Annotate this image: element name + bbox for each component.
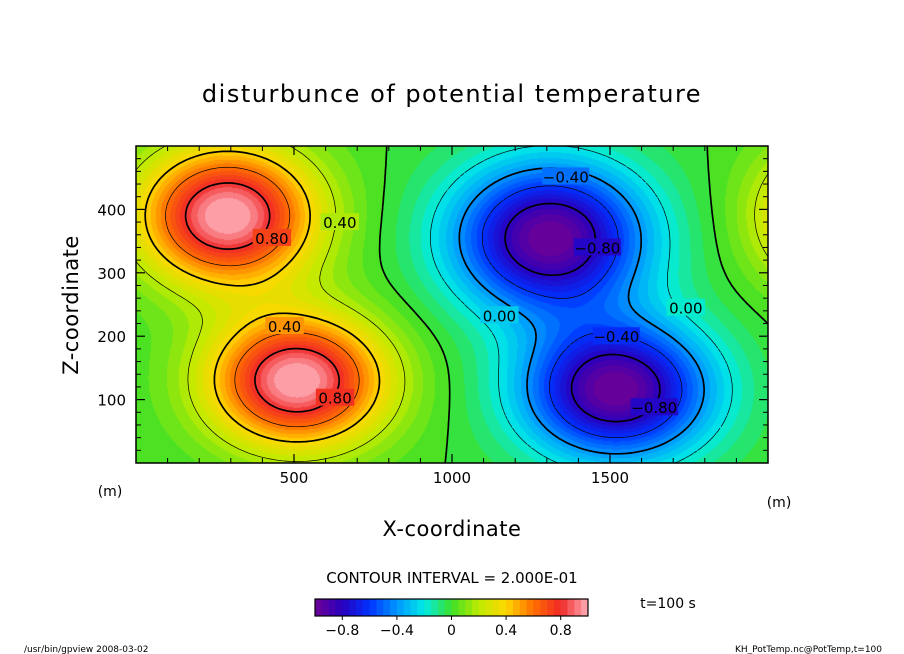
x-axis-label: X-coordinate xyxy=(383,517,522,541)
y-unit-label: (m) xyxy=(767,495,792,511)
colorbar-cell xyxy=(444,599,452,616)
contour-level-neg0.8 xyxy=(504,202,661,423)
colorbar-cell xyxy=(526,599,534,616)
colorbar-cell xyxy=(431,599,439,616)
colorbar-cell xyxy=(376,599,384,616)
colorbar-cell xyxy=(437,599,446,616)
time-text: t=100 s xyxy=(640,596,696,612)
contour-label-bg xyxy=(542,167,590,185)
colorbar-tick-label: 0.8 xyxy=(550,623,572,639)
colorbar-cell xyxy=(581,599,589,616)
footer-left: /usr/bin/gpview 2008-03-02 xyxy=(24,645,148,654)
contour-label-bg xyxy=(320,213,360,231)
colorbar: −0.8 −0.4 0 0.4 0.8 xyxy=(314,598,589,639)
y-tick-label: 300 xyxy=(97,265,126,283)
contour-label-bg xyxy=(252,228,292,246)
colorbar-cell xyxy=(315,599,323,616)
colorbar-cell xyxy=(390,599,398,616)
contour-label: 0.40 xyxy=(268,318,301,336)
chart-title: disturbunce of potential temperature xyxy=(202,80,702,108)
colorbar-cell xyxy=(560,599,568,616)
colorbar-cell xyxy=(465,599,473,616)
colorbar-cell xyxy=(540,599,548,616)
contour-level-neg0.6 xyxy=(481,185,683,439)
colorbar-ticks: −0.8 −0.4 0 0.4 0.8 xyxy=(325,616,572,639)
contour-label-bg xyxy=(666,298,706,316)
colorbar-cell xyxy=(519,599,527,616)
contour-label-bg xyxy=(265,317,304,335)
colorbar-cell xyxy=(321,599,330,616)
x-unit-label: (m) xyxy=(98,484,123,500)
contour-labels: 0.80 0.40 −0.40 −0.80 0.00 0.00 0.40 0.80 −0.40 −… xyxy=(252,167,706,417)
y-tick-label: 200 xyxy=(97,328,126,346)
contour-lines xyxy=(135,145,769,464)
colorbar-tick-label: 0.4 xyxy=(495,623,517,639)
colorbar-cell xyxy=(335,599,343,616)
colorbar-cell xyxy=(451,599,459,616)
colorbar-cell xyxy=(410,599,418,616)
colorbar-cell xyxy=(403,599,411,616)
contour-level-0.2 xyxy=(135,145,769,462)
colorbar-cell xyxy=(396,599,405,616)
colorbar-cell xyxy=(369,599,377,616)
colorbar-cell xyxy=(349,599,357,616)
colorbar-cell xyxy=(547,599,555,616)
colorbar-tick-label: −0.8 xyxy=(325,623,359,639)
colorbar-cell xyxy=(567,599,575,616)
colorbar-cell xyxy=(533,599,541,616)
axis-ticks: 500 1000 1500 100 200 300 400 xyxy=(97,146,768,487)
colorbar-cells xyxy=(315,599,589,616)
colorbar-cell xyxy=(417,599,425,616)
contour-label: 0.00 xyxy=(483,307,516,325)
contour-label: −0.80 xyxy=(574,239,620,257)
contour-label-bg xyxy=(315,388,355,406)
colorbar-cell xyxy=(328,599,336,616)
contour-label-bg xyxy=(480,306,519,324)
contour-label: −0.40 xyxy=(593,328,639,346)
contour-interval-text: CONTOUR INTERVAL = 2.000E-01 xyxy=(326,569,577,587)
contour-label: 0.80 xyxy=(318,390,351,408)
contour-label: 0.00 xyxy=(669,300,702,318)
colorbar-cell xyxy=(478,599,487,616)
colorbar-cell xyxy=(342,599,350,616)
colorbar-cell xyxy=(506,599,514,616)
colorbar-cell xyxy=(499,599,507,616)
contour-label-bg xyxy=(573,238,621,256)
colorbar-cell xyxy=(424,599,432,616)
footer-right: KH_PotTemp.nc@PotTemp,t=100 xyxy=(735,645,882,654)
colorbar-tick-label: −0.4 xyxy=(380,623,414,639)
x-tick-label: 500 xyxy=(280,469,309,487)
colorbar-cell xyxy=(553,599,562,616)
colorbar-cell xyxy=(512,599,521,616)
colorbar-cell xyxy=(383,599,391,616)
contour-label: 0.40 xyxy=(323,214,356,232)
contour-level-0.4 xyxy=(144,150,381,443)
colorbar-cell xyxy=(574,599,582,616)
contour-level-neg0.2 xyxy=(430,145,733,464)
contour-label: −0.40 xyxy=(543,168,589,186)
contour-level-neg0.4 xyxy=(458,167,705,455)
y-tick-label: 100 xyxy=(97,392,126,410)
x-tick-label: 1000 xyxy=(433,469,471,487)
colorbar-cell xyxy=(492,599,500,616)
colorbar-cell xyxy=(458,599,466,616)
colorbar-cell xyxy=(355,599,364,616)
contour-label: −0.80 xyxy=(631,399,677,417)
contour-level-0.0 xyxy=(378,145,769,464)
y-tick-label: 400 xyxy=(97,201,126,219)
contour-label-bg xyxy=(630,398,678,416)
colorbar-cell xyxy=(471,599,480,616)
plot-area: 0.80 0.40 −0.40 −0.80 0.00 0.00 0.40 0.80 −0.40 −… xyxy=(97,145,769,487)
colorbar-tick-label: 0 xyxy=(447,623,456,639)
y-axis-label: Z-coordinate xyxy=(59,235,83,375)
colorbar-cell xyxy=(362,599,370,616)
contour-label-bg xyxy=(592,327,640,345)
contour-label: 0.80 xyxy=(255,230,288,248)
colorbar-cell xyxy=(485,599,493,616)
x-tick-label: 1500 xyxy=(591,469,629,487)
